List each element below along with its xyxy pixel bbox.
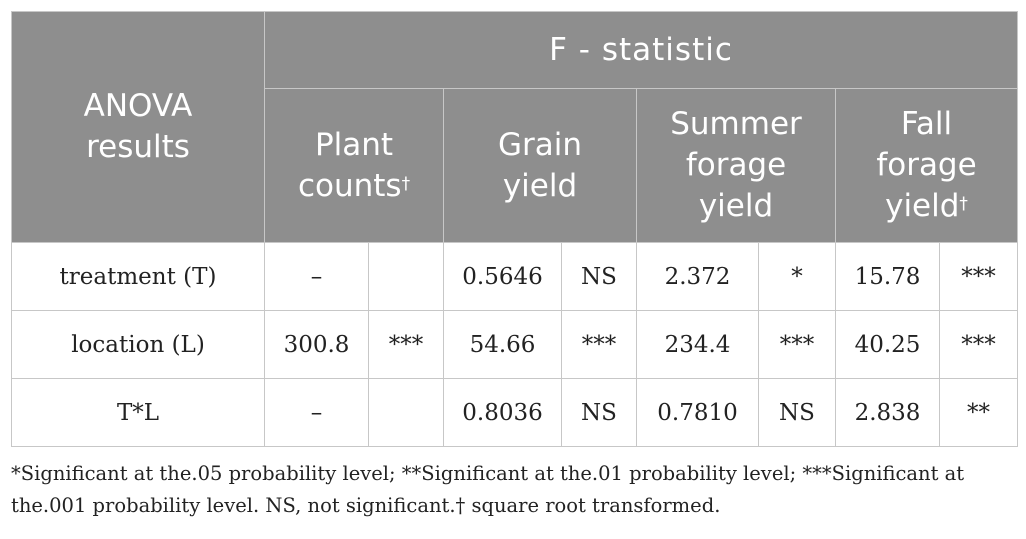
table-cell: ***: [938, 310, 1019, 379]
table-cell: 234.4: [636, 310, 759, 379]
dagger-mark: †: [959, 194, 968, 214]
row-label: location (L): [11, 310, 265, 379]
grain-yield-line-2: yield: [502, 167, 578, 204]
anova-table: ANOVA results F - statistic Plant counts…: [11, 11, 1019, 447]
table-cell: **: [938, 378, 1019, 447]
table-cell: NS: [758, 378, 836, 447]
table-cell: –: [264, 378, 369, 447]
summer-forage-line-2: forage: [685, 147, 787, 183]
fall-forage-line-3: yield: [885, 188, 960, 224]
grain-yield-line-1: Grain: [497, 126, 583, 163]
table-cell: –: [264, 242, 369, 311]
grain-yield-header: Grain yield: [443, 88, 637, 243]
dagger-mark: †: [401, 173, 411, 194]
table-cell: 0.8036: [443, 378, 562, 447]
plant-counts-line-2: counts: [297, 167, 402, 204]
table-cell: ***: [368, 310, 444, 379]
table-row: T*L – 0.8036 NS 0.7810 NS 2.838 **: [11, 378, 1019, 447]
fall-forage-yield-header: Fall forage yield†: [834, 88, 1019, 243]
table-cell: 0.5646: [443, 242, 562, 311]
row-label: T*L: [11, 378, 265, 447]
table-cell: NS: [561, 378, 637, 447]
anova-results-header: ANOVA results: [11, 11, 265, 243]
table-cell: NS: [561, 242, 637, 311]
table-row: treatment (T) – 0.5646 NS 2.372 * 15.78 …: [11, 242, 1019, 311]
f-statistic-header: F - statistic: [263, 11, 1019, 89]
plant-counts-header: Plant counts†: [264, 88, 444, 243]
table-cell: 40.25: [835, 310, 940, 379]
fall-forage-line-2: forage: [876, 147, 977, 183]
table-cell: *: [758, 242, 836, 311]
plant-counts-line-1: Plant: [314, 126, 394, 163]
fall-forage-line-1: Fall: [900, 106, 953, 142]
table-row: location (L) 300.8 *** 54.66 *** 234.4 *…: [11, 310, 1019, 379]
table-cell: ***: [938, 242, 1019, 311]
row-label: treatment (T): [11, 242, 265, 311]
anova-header-line-2: results: [86, 129, 190, 165]
table-cell: 0.7810: [636, 378, 759, 447]
table-footnote: *Significant at the.05 probability level…: [11, 462, 965, 517]
anova-header-line-1: ANOVA: [83, 88, 193, 124]
table-cell: 15.78: [835, 242, 940, 311]
table-cell: 2.372: [636, 242, 759, 311]
table-cell: 300.8: [264, 310, 369, 379]
table-cell: 2.838: [835, 378, 940, 447]
table-cell: ***: [561, 310, 637, 379]
table-cell: [368, 378, 444, 447]
table-cell: ***: [758, 310, 836, 379]
summer-forage-yield-header: Summer forage yield: [636, 88, 836, 243]
summer-forage-line-3: yield: [698, 188, 774, 224]
summer-forage-line-1: Summer: [670, 106, 802, 142]
table-cell: 54.66: [443, 310, 562, 379]
table-cell: [368, 242, 444, 311]
